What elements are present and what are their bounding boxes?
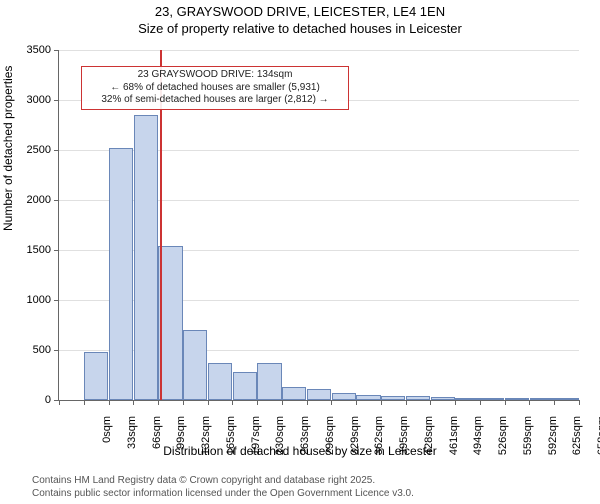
- xtick: [554, 400, 555, 405]
- ytick-label: 1500: [9, 244, 51, 256]
- ytick-label: 1000: [9, 294, 51, 306]
- ytick: [54, 300, 59, 301]
- xtick: [59, 400, 60, 405]
- xtick-label: 132sqm: [200, 416, 212, 466]
- histogram-bar: [183, 330, 207, 400]
- xtick-label: 329sqm: [349, 416, 361, 466]
- histogram-bar: [406, 396, 430, 400]
- xtick-label: 395sqm: [398, 416, 410, 466]
- xtick-label: 559sqm: [522, 416, 534, 466]
- xtick-label: 658sqm: [596, 416, 600, 466]
- histogram-bar: [109, 148, 133, 400]
- histogram-bar: [530, 398, 554, 400]
- gridline: [59, 50, 579, 51]
- xtick: [208, 400, 209, 405]
- title-line-1: 23, GRAYSWOOD DRIVE, LEICESTER, LE4 1EN: [0, 4, 600, 19]
- histogram-bar: [554, 398, 578, 400]
- xtick-label: 461sqm: [448, 416, 460, 466]
- ytick-label: 2500: [9, 144, 51, 156]
- ytick: [54, 350, 59, 351]
- xtick: [232, 400, 233, 405]
- xtick-label: 526sqm: [497, 416, 509, 466]
- histogram-bar: [480, 398, 504, 400]
- xtick-label: 362sqm: [373, 416, 385, 466]
- x-axis-label: Distribution of detached houses by size …: [0, 444, 600, 458]
- ytick-label: 0: [9, 394, 51, 406]
- xtick-label: 263sqm: [299, 416, 311, 466]
- xtick-label: 494sqm: [472, 416, 484, 466]
- xtick: [331, 400, 332, 405]
- annotation-line-2: ← 68% of detached houses are smaller (5,…: [86, 82, 344, 95]
- histogram-bar: [455, 398, 479, 400]
- chart-container: 23, GRAYSWOOD DRIVE, LEICESTER, LE4 1EN …: [0, 4, 600, 504]
- histogram-bar: [233, 372, 257, 400]
- title-line-2: Size of property relative to detached ho…: [0, 21, 600, 36]
- histogram-bar: [381, 396, 405, 400]
- xtick-label: 296sqm: [324, 416, 336, 466]
- ytick: [54, 250, 59, 251]
- xtick: [183, 400, 184, 405]
- footer-line-1: Contains HM Land Registry data © Crown c…: [32, 475, 414, 488]
- annotation-line-1: 23 GRAYSWOOD DRIVE: 134sqm: [86, 69, 344, 82]
- histogram-bar: [84, 352, 108, 400]
- xtick-label: 0sqm: [101, 416, 113, 466]
- xtick: [406, 400, 407, 405]
- ytick: [54, 150, 59, 151]
- xtick: [381, 400, 382, 405]
- xtick-label: 99sqm: [175, 416, 187, 466]
- chart-area: 05001000150020002500300035000sqm33sqm66s…: [58, 50, 578, 400]
- xtick-label: 165sqm: [225, 416, 237, 466]
- ytick-label: 2000: [9, 194, 51, 206]
- xtick: [84, 400, 85, 405]
- ytick-label: 3500: [9, 44, 51, 56]
- ytick: [54, 50, 59, 51]
- histogram-bar: [431, 397, 455, 400]
- histogram-bar: [208, 363, 232, 400]
- xtick: [282, 400, 283, 405]
- xtick-label: 197sqm: [250, 416, 262, 466]
- histogram-bar: [332, 393, 356, 400]
- annotation-box: 23 GRAYSWOOD DRIVE: 134sqm← 68% of detac…: [81, 66, 349, 110]
- histogram-bar: [307, 389, 331, 400]
- xtick: [579, 400, 580, 405]
- xtick-label: 66sqm: [151, 416, 163, 466]
- footer-line-2: Contains public sector information licen…: [32, 488, 414, 501]
- ytick: [54, 100, 59, 101]
- ytick-label: 3000: [9, 94, 51, 106]
- annotation-line-3: 32% of semi-detached houses are larger (…: [86, 94, 344, 107]
- histogram-bar: [356, 395, 380, 400]
- xtick: [133, 400, 134, 405]
- xtick-label: 33sqm: [126, 416, 138, 466]
- histogram-bar: [257, 363, 281, 400]
- xtick: [307, 400, 308, 405]
- xtick: [455, 400, 456, 405]
- ytick: [54, 200, 59, 201]
- histogram-bar: [505, 398, 529, 400]
- xtick: [257, 400, 258, 405]
- xtick: [430, 400, 431, 405]
- xtick: [158, 400, 159, 405]
- xtick: [505, 400, 506, 405]
- ytick-label: 500: [9, 344, 51, 356]
- xtick-label: 428sqm: [423, 416, 435, 466]
- xtick: [480, 400, 481, 405]
- xtick-label: 230sqm: [274, 416, 286, 466]
- footer-attribution: Contains HM Land Registry data © Crown c…: [32, 475, 414, 500]
- histogram-bar: [282, 387, 306, 400]
- xtick-label: 592sqm: [547, 416, 559, 466]
- histogram-bar: [134, 115, 158, 400]
- xtick-label: 625sqm: [571, 416, 583, 466]
- xtick: [356, 400, 357, 405]
- xtick: [109, 400, 110, 405]
- xtick: [529, 400, 530, 405]
- plot-area: 05001000150020002500300035000sqm33sqm66s…: [58, 50, 579, 401]
